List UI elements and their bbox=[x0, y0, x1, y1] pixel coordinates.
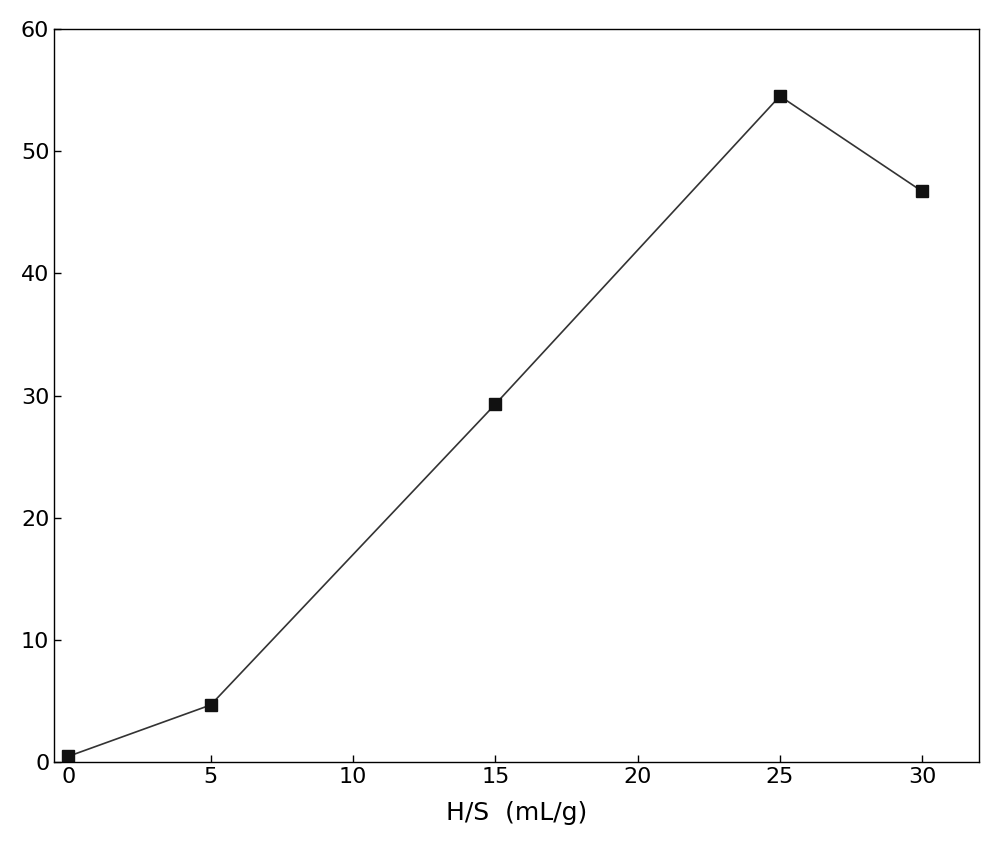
X-axis label: H/S  (mL/g): H/S (mL/g) bbox=[446, 801, 587, 825]
